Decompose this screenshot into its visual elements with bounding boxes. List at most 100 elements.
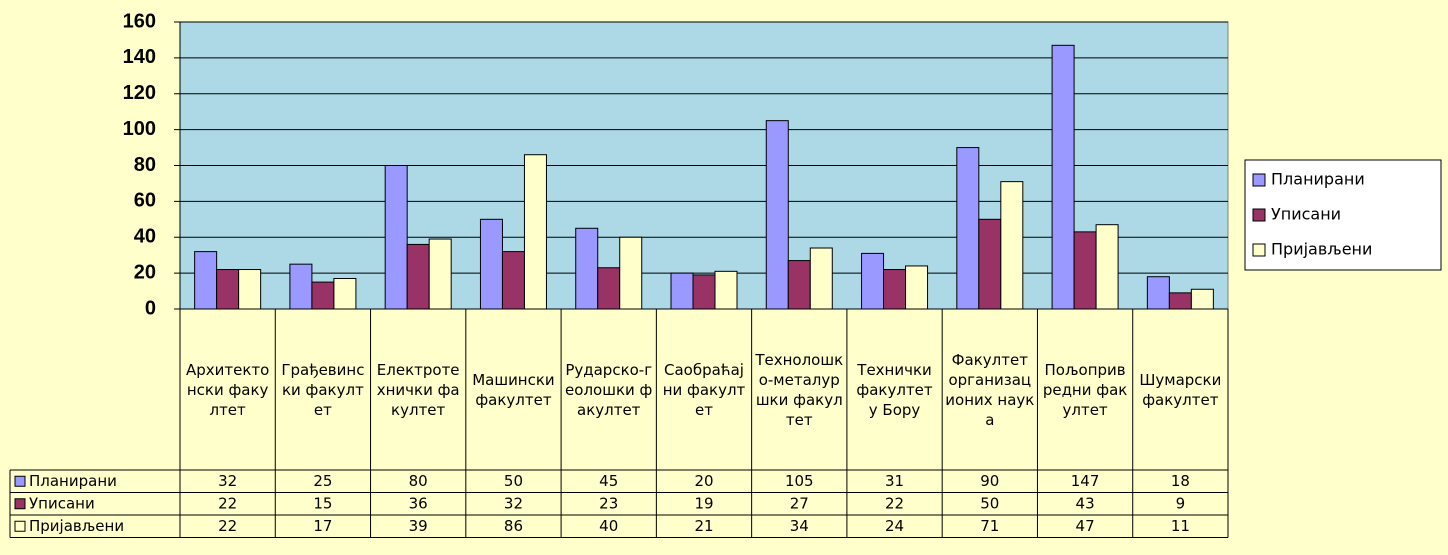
legend-label: Планирани [1271,170,1365,189]
table-key [14,475,26,487]
y-tick-label: 0 [145,297,156,319]
bar [194,251,218,310]
table-series-label: Уписани [29,494,95,512]
table-value: 17 [313,517,332,535]
table-value: 27 [790,494,809,512]
table-value: 18 [1171,472,1190,490]
bar [1073,231,1097,310]
table-value: 9 [1176,494,1186,512]
bar [428,238,452,310]
legend-label: Уписани [1271,205,1341,224]
legend-key [1252,173,1266,187]
table-value: 71 [980,517,999,535]
bar [1051,44,1075,310]
legend-box [1244,159,1442,271]
table-value: 45 [599,472,618,490]
bar [787,260,811,310]
legend-key [1252,243,1266,257]
table-value: 90 [980,472,999,490]
bar [809,247,833,310]
table-value: 19 [694,494,713,512]
category-cell: Технолошко-металуршки факултет [755,351,843,429]
table-value: 34 [790,517,809,535]
bar [238,269,262,310]
y-tick-label: 100 [123,118,156,140]
table-value: 105 [785,472,814,490]
category-cell: Грађевински факултет [281,360,365,419]
category-cell: Саобраћајни факултет [662,360,746,419]
table-series-label: Планирани [29,472,117,490]
bar [978,218,1002,310]
table-value: 86 [504,517,523,535]
table-value: 43 [1076,494,1095,512]
x-tick-label: Пољопривредни факултет [1042,360,1128,419]
table-value: 31 [885,472,904,490]
table-value: 15 [313,494,332,512]
x-tick-label: Факултет организационих наука [945,350,1035,429]
table-value: 32 [218,472,237,490]
bar [765,120,789,310]
bar [1000,181,1024,310]
bar [670,272,694,310]
table-value: 21 [694,517,713,535]
bar [1095,224,1119,310]
x-tick-label: Грађевински факултет [281,360,365,419]
table-value: 39 [409,517,428,535]
category-cell: Шумарски факултет [1139,370,1222,409]
bar [692,274,716,310]
x-tick-label: Рударско-геолошки факултет [565,360,653,419]
bar [406,243,430,310]
category-cell: Машински факултет [472,370,555,409]
category-cell: Електротехнички факултет [376,360,460,419]
bar [956,147,980,310]
bar [501,251,525,310]
bar [575,227,599,310]
bar [619,236,643,310]
table-value: 36 [409,494,428,512]
bar [905,265,929,310]
table-value: 32 [504,494,523,512]
y-tick-label: 20 [134,261,156,283]
table-value: 11 [1171,517,1190,535]
table-value: 40 [599,517,618,535]
table-series-label: Пријављени [29,517,124,535]
table-value: 25 [313,472,332,490]
table-value: 50 [504,472,523,490]
bar [216,269,240,310]
table-value: 24 [885,517,904,535]
y-tick-label: 140 [123,46,156,68]
y-tick-label: 120 [123,82,156,104]
table-key [14,520,26,532]
bar [384,165,408,310]
table-value: 23 [599,494,618,512]
bar [714,270,738,310]
y-tick-label: 40 [134,226,156,248]
legend-key [1252,208,1266,222]
bar [333,278,357,310]
x-tick-label: Машински факултет [472,370,555,409]
x-tick-label: Саобраћајни факултет [662,360,746,419]
bar [311,281,335,310]
table-value: 22 [885,494,904,512]
table-key [14,498,26,510]
table-value: 147 [1071,472,1100,490]
category-cell: Технички факултет у Бору [856,360,933,419]
table-value: 22 [218,494,237,512]
y-tick-label: 60 [134,190,156,212]
bar [523,154,547,310]
table-value: 80 [409,472,428,490]
table-value: 50 [980,494,999,512]
x-tick-label: Технички факултет у Бору [856,360,933,419]
category-cell: Пољопривредни факултет [1042,360,1128,419]
x-tick-label: Шумарски факултет [1139,370,1222,409]
bar [289,263,313,310]
x-tick-label: Електротехнички факултет [376,360,460,419]
table-value: 22 [218,517,237,535]
category-cell: Рударско-геолошки факултет [565,360,653,419]
legend-label: Пријављени [1271,240,1372,259]
category-cell: Архитектонски факултет [186,361,269,419]
table-value: 47 [1076,517,1095,535]
y-tick-label: 160 [123,10,156,32]
bar [1146,276,1170,310]
